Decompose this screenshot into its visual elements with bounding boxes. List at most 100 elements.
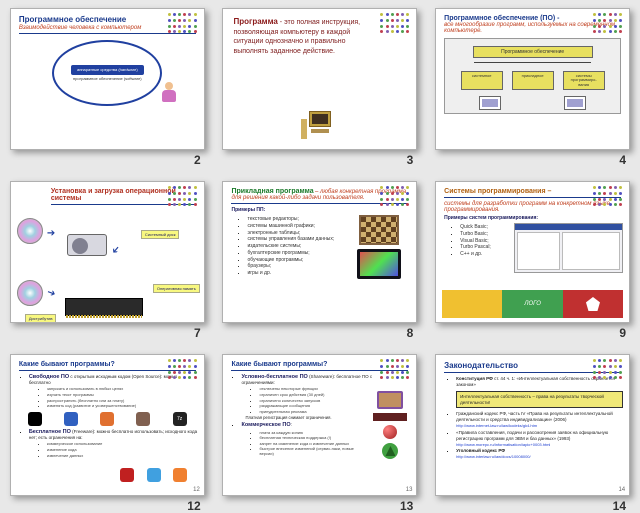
delphi-icon (563, 290, 623, 318)
gimp-icon (136, 412, 150, 426)
bullet-text: «Правила составления, подачи и рассмотре… (456, 430, 608, 441)
slide-card-4: Программное обеспечение (ПО) - все много… (433, 8, 632, 167)
ram-icon (65, 298, 143, 316)
slide-card-8: Прикладная программа – любая конкретная … (221, 181, 420, 340)
sub-item: ограничен срок действия (30 дней) (259, 393, 368, 398)
inslide-pagenum: 14 (618, 487, 625, 493)
software-label: программное обеспечение (software) (73, 77, 142, 81)
interaction-oval: аппаратные средства (hardware) программн… (52, 40, 162, 106)
sub-item: принудительная реклама (259, 410, 368, 415)
bullets: Условно-бесплатное ПО (Shareware): беспл… (227, 374, 372, 457)
opera-icon (120, 468, 134, 482)
corner-dots (380, 186, 410, 208)
tree-node: прикладное (512, 71, 554, 90)
label-distrib: Дистрибутив (25, 314, 57, 323)
corner-dots (593, 13, 623, 35)
slide-8[interactable]: Прикладная программа – любая конкретная … (222, 181, 417, 323)
list-item: текстовые редакторы; (247, 217, 344, 223)
finereader-icon (373, 413, 407, 421)
app-list: текстовые редакторы; системы машинной гр… (233, 217, 344, 278)
corner-dots (168, 359, 198, 381)
list-item: Turbo Basic; (460, 232, 506, 238)
slide-card-9: Системы программирования – системы для р… (433, 181, 632, 340)
winrar-icon (377, 391, 403, 409)
slide-title: Системы программирования – (444, 188, 551, 195)
arrow-icon: ➔ (45, 287, 57, 300)
slide-12[interactable]: Какие бывают программы? Свободное ПО с о… (10, 354, 205, 496)
slide-4[interactable]: Программное обеспечение (ПО) - все много… (435, 8, 630, 150)
arrow-icon: ➔ (47, 228, 55, 239)
bullet-title: Условно-бесплатное ПО (241, 374, 307, 380)
list-item: C++ и др. (460, 252, 506, 258)
ide-window-icon (514, 223, 623, 273)
link[interactable]: http://www.morepc.ru/informatisation/iap… (456, 442, 550, 447)
list-item: «Правила составления, подачи и рассмотре… (456, 430, 623, 448)
slide-card-7: Установка и загрузка операционной систем… (8, 181, 207, 340)
monitor-icon (479, 96, 501, 110)
slide-grid: Программное обеспечение Взаимодействие ч… (8, 8, 632, 504)
cd-icon (17, 280, 43, 306)
logo-strip: ЛОГО (442, 290, 623, 318)
bullet-rest: : (291, 422, 292, 427)
skype-icon (147, 468, 161, 482)
label-ram: Оперативная память (153, 284, 200, 293)
bullet-title: Бесплатное ПО (29, 429, 71, 435)
corner-dots (380, 359, 410, 381)
link[interactable]: http://www.interlaw.ru/law/docs/10008000… (456, 454, 531, 459)
slide-7[interactable]: Установка и загрузка операционной систем… (10, 181, 205, 323)
inslide-pagenum: 13 (406, 487, 413, 493)
inslide-pagenum: 12 (193, 487, 200, 493)
corner-dots (593, 359, 623, 381)
bullet-title: Уголовный кодекс РФ (456, 448, 505, 453)
firefox-icon (100, 412, 114, 426)
page-number: 2 (194, 153, 201, 167)
definition-term: Программа (233, 17, 277, 26)
linux-icon (28, 412, 42, 426)
bullets: Бесплатное ПО (Freeware): можно бесплатн… (15, 429, 200, 458)
tail-note: Платная регистрация снимает ограничения. (245, 416, 372, 421)
openoffice-icon (64, 412, 78, 426)
list-item: Бесплатное ПО (Freeware): можно бесплатн… (29, 429, 200, 458)
slide-card-13: Какие бывают программы? Условно-бесплатн… (221, 354, 420, 513)
link[interactable]: http://www.internet-law.ru/law/kodeks/gk… (456, 423, 537, 428)
corner-dots (380, 13, 410, 35)
bullet-title: Конституция РФ (456, 376, 493, 381)
hdd-icon (67, 234, 107, 256)
definition-text: Программа - это полная инструкция, позво… (233, 17, 368, 56)
slide-card-2: Программное обеспечение Взаимодействие ч… (8, 8, 207, 167)
freeware-icons (114, 468, 194, 482)
slide-14[interactable]: Законодательство Конституция РФ ст. 44 ч… (435, 354, 630, 496)
list-item: бухгалтерские программы; (247, 251, 344, 257)
bullet-title: Свободное ПО (29, 374, 69, 380)
gray-panel: Программное обеспечение системное прикла… (444, 38, 621, 114)
corner-dots (593, 186, 623, 208)
slide-3[interactable]: Программа - это полная инструкция, позво… (222, 8, 417, 150)
sub-item: изменять код (развитие и усовершенствова… (47, 404, 196, 409)
page-number: 4 (619, 153, 626, 167)
tree-root: Программное обеспечение (473, 46, 593, 58)
highlight-box: Интеллектуальная собственность – права н… (456, 391, 623, 409)
opensource-icons: 7z (17, 412, 198, 426)
list-item: Уголовный кодекс РФhttp://www.interlaw.r… (456, 448, 623, 460)
bullet-title: Коммерческое ПО (241, 422, 290, 428)
page-number: 14 (613, 499, 626, 513)
monitor-icon (564, 96, 586, 110)
list-item: Условно-бесплатное ПО (Shareware): беспл… (241, 374, 372, 421)
sub-item: быстрое внесение изменений (сервис-паки,… (259, 447, 368, 456)
law-list: Конституция РФ ст. 44 ч. 1: «Интеллектуа… (442, 376, 623, 460)
list-item: игры и др. (247, 271, 344, 277)
list-item: издательские системы; (247, 244, 344, 250)
sub-item: изменение кода (47, 448, 196, 453)
slide-13[interactable]: Какие бывают программы? Условно-бесплатн… (222, 354, 417, 496)
slide-9[interactable]: Системы программирования – системы для р… (435, 181, 630, 323)
page-number: 8 (407, 326, 414, 340)
slide-title: Прикладная программа (231, 188, 313, 195)
cd-icon (17, 218, 43, 244)
drweb-icon (382, 443, 398, 459)
chess-icon (359, 215, 399, 245)
lang-list: Quick Basic; Turbo Basic; Visual Basic; … (446, 225, 506, 271)
slide-2[interactable]: Программное обеспечение Взаимодействие ч… (10, 8, 205, 150)
page-number: 3 (407, 153, 414, 167)
pc-icons-row (448, 96, 617, 110)
hardware-box: аппаратные средства (hardware) (71, 65, 144, 75)
